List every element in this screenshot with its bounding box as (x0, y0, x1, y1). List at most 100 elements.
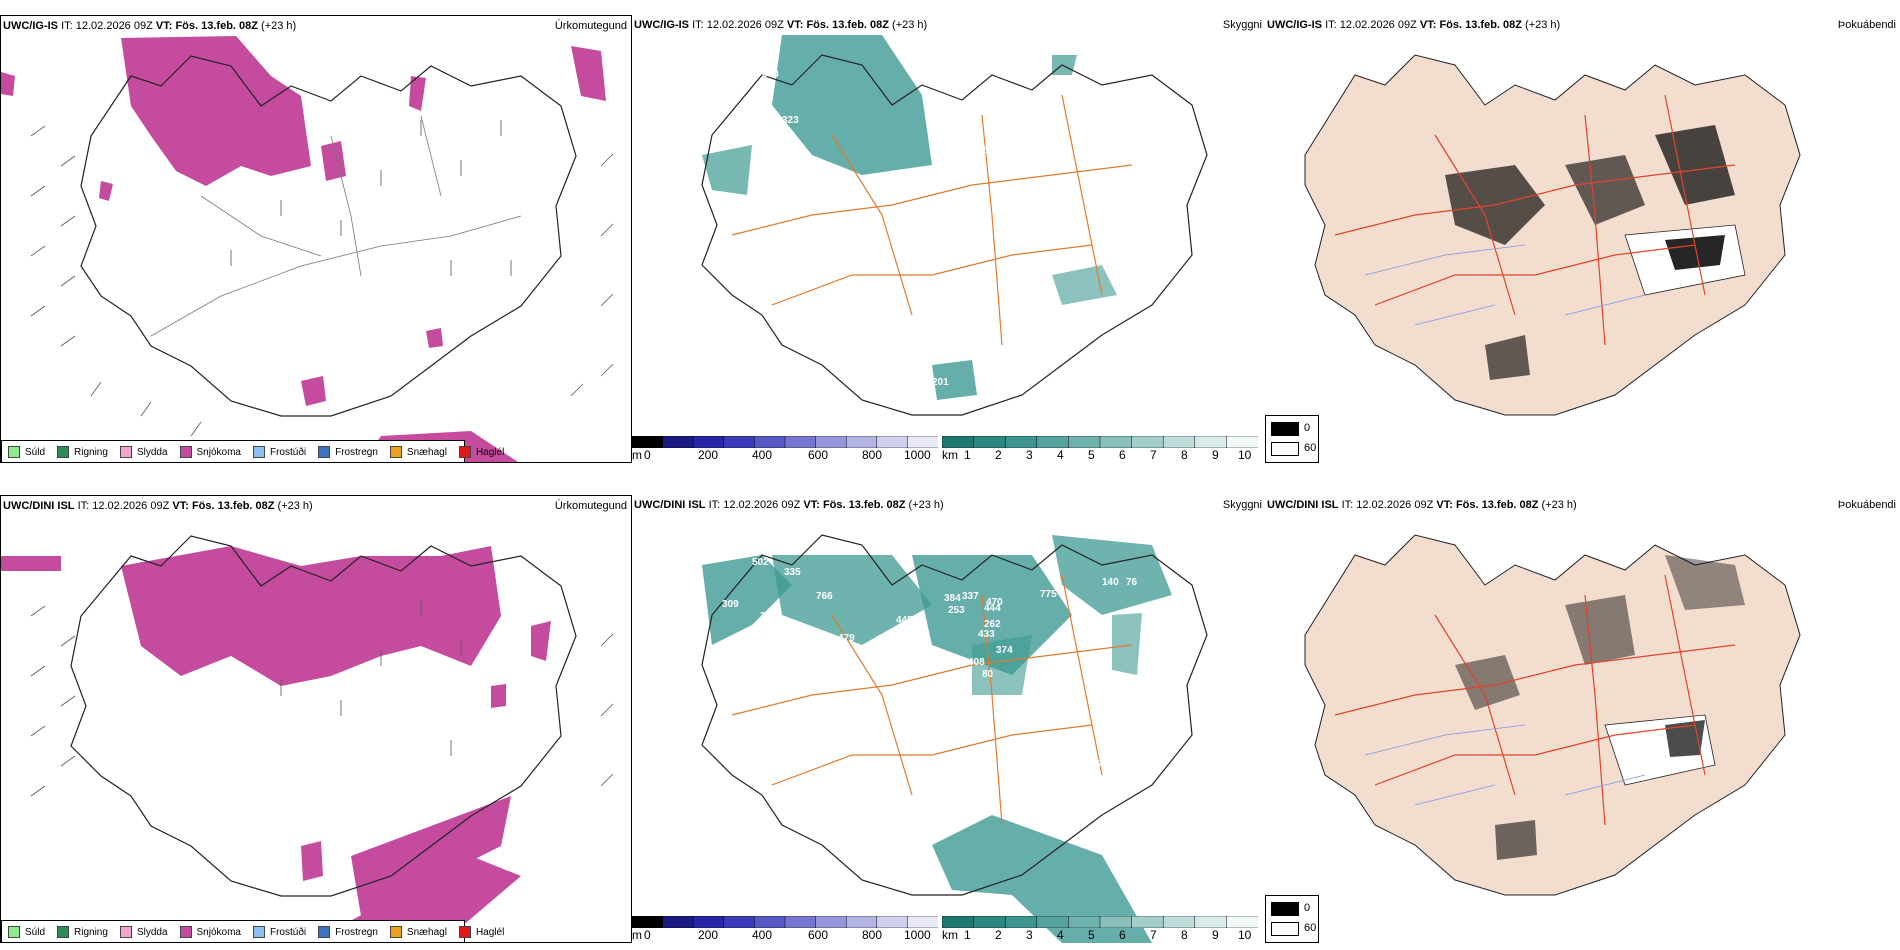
panel-title: Skyggni (1222, 19, 1262, 31)
colorbar-segment (815, 915, 847, 929)
fog-legend-label: 60 (1304, 442, 1317, 454)
precip-legend: Súld Rigning Slydda Snjókoma Frostúði Fr… (1, 920, 504, 942)
precip-type-panel-row2: UWC/DINI ISL IT: 12.02.2026 09Z VT: Fös.… (0, 495, 632, 943)
legend-swatch (179, 926, 192, 938)
colorbar-segment (1194, 915, 1228, 929)
vis-tick: 2 (995, 448, 1002, 462)
legend-swatch (252, 926, 265, 938)
colorbar-segment (692, 435, 725, 449)
visibility-value: 253 (948, 605, 965, 616)
precip-type-panel-row1: UWC/IG-IS IT: 12.02.2026 09Z VT: Fös. 13… (0, 15, 632, 463)
visibility-value: 408 (968, 657, 985, 668)
legend-item: Haglél (458, 446, 504, 458)
elev-tick: 400 (752, 448, 773, 462)
colorbar-segment (754, 915, 786, 929)
fog-legend-black (1271, 422, 1299, 436)
vis-tick: 10 (1238, 928, 1252, 942)
colorbar-segment (1036, 915, 1070, 929)
vis-tick: 10 (1238, 448, 1252, 462)
visibility-value: 374 (996, 645, 1013, 656)
precip-legend: Súld Rigning Slydda Snjókoma Frostúði Fr… (1, 440, 504, 462)
colorbar-segment (941, 915, 975, 929)
elev-tick: 600 (808, 928, 829, 942)
legend-item: Snæhagl (389, 446, 447, 458)
vis-tick: 3 (1026, 448, 1033, 462)
legend-item: Súld (8, 446, 45, 458)
vis-tick: 7 (1150, 928, 1157, 942)
vis-tick: 8 (1181, 928, 1188, 942)
colorbar-segment (1004, 915, 1038, 929)
vis-tick: 1 (964, 448, 971, 462)
colorbar-segment (1162, 915, 1196, 929)
visibility-value: 340 (762, 69, 779, 80)
visibility-value: 140 (1102, 577, 1119, 588)
vis-unit: km (942, 448, 958, 462)
fog-index-map (1304, 54, 1801, 416)
visibility-value: 513 (952, 135, 969, 146)
colorbar-segment (1099, 435, 1133, 449)
legend-item: Frostúði (252, 926, 306, 938)
legend-swatch (8, 926, 20, 938)
visibility-value: 201 (932, 377, 949, 388)
vis-tick: 7 (1150, 448, 1157, 462)
visibility-value: 258 (760, 611, 777, 622)
fog-legend: 0 60 (1265, 415, 1319, 463)
visibility-value: 502 (752, 557, 769, 568)
visibility-panel-row2: 502 335 309 258 766 290 587 479 445 384 337 253 444 4… (632, 495, 1262, 943)
visibility-value: 445 (896, 615, 913, 626)
colorbar-segment (723, 435, 756, 449)
visibility-value: 766 (816, 591, 833, 602)
legend-item: Rigning (57, 446, 108, 458)
visibility-value: 37 (970, 119, 982, 130)
vis-tick: 2 (995, 928, 1002, 942)
visibility-value: 775 (1040, 589, 1057, 600)
vis-tick: 1 (964, 928, 971, 942)
visibility-colorbar: km 1 2 3 4 5 6 7 8 9 10 (941, 435, 1259, 462)
colorbar-segment (1068, 435, 1101, 449)
fog-legend-label: 0 (1304, 902, 1311, 914)
legend-swatch (57, 926, 70, 938)
fog-legend-white (1271, 442, 1299, 456)
visibility-value: 384 (944, 593, 961, 604)
visibility-value: 426 (937, 147, 954, 158)
legend-swatch (252, 446, 265, 458)
colorbar-segment (1131, 435, 1164, 449)
panel-title: Úrkomutegund (554, 20, 627, 32)
legend-swatch (119, 926, 132, 938)
legend-item: Haglél (458, 926, 504, 938)
visibility-value: 381 (922, 75, 939, 86)
legend-item: Slydda (119, 446, 168, 458)
colorbar-segment (973, 435, 1006, 449)
colorbar-segment (876, 915, 909, 929)
colorbar-segment (1226, 915, 1259, 929)
visibility-value: 470 (986, 597, 1003, 608)
visibility-value: 76 (1126, 577, 1138, 588)
colorbar-segment (1131, 915, 1164, 929)
legend-swatch (389, 446, 402, 458)
visibility-value: 290 (774, 629, 791, 640)
colorbar-segment (907, 915, 939, 929)
legend-swatch (318, 446, 331, 458)
panel-title: Úrkomutegund (554, 500, 627, 512)
colorbar-segment (632, 435, 664, 449)
legend-item: Snæhagl (389, 926, 447, 938)
colorbar-segment (692, 915, 725, 929)
panel-header: UWC/IG-IS IT: 12.02.2026 09Z VT: Fös. 13… (3, 20, 297, 32)
vis-tick: 9 (1212, 928, 1219, 942)
visibility-colorbar: km 1 2 3 4 5 6 7 8 9 10 (941, 915, 1259, 942)
legend-item: Frostregn (318, 446, 378, 458)
visibility-value: 508 (972, 145, 989, 156)
vis-tick: 5 (1088, 928, 1095, 942)
colorbar-segment (723, 915, 756, 929)
vis-tick: 8 (1181, 448, 1188, 462)
vis-tick: 6 (1119, 928, 1126, 942)
elevation-colorbar: m 0 200 400 600 800 1000 (632, 435, 939, 462)
visibility-value: 741 (947, 63, 964, 74)
visibility-value: 236 (970, 165, 987, 176)
fog-legend-label: 60 (1304, 922, 1317, 934)
panel-header: UWC/IG-IS IT: 12.02.2026 09Z VT: Fös. 13… (1267, 19, 1561, 31)
elevation-colorbar-ramp (632, 915, 939, 929)
